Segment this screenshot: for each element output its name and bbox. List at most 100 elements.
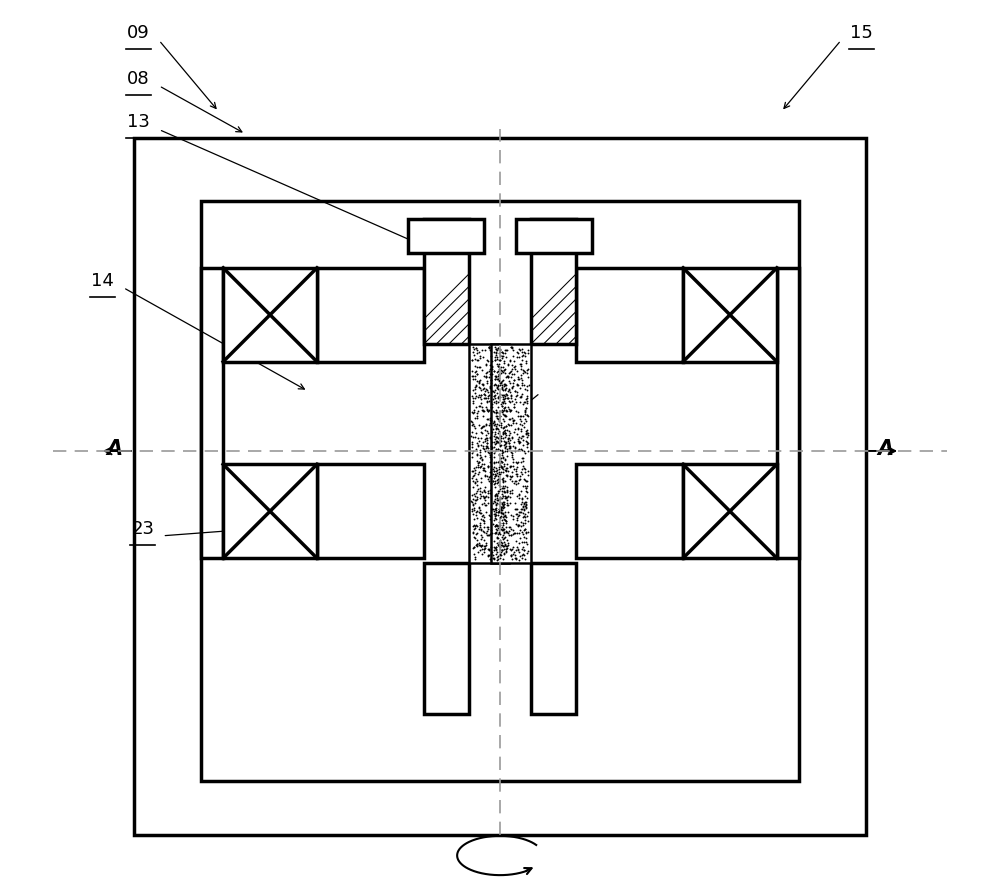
Point: [498, 380, 514, 395]
Point: [496, 497, 512, 512]
Point: [469, 473, 485, 488]
Point: [492, 387, 508, 401]
Point: [504, 430, 520, 445]
Point: [492, 451, 508, 465]
Point: [505, 459, 521, 473]
Point: [463, 494, 479, 508]
Point: [484, 440, 500, 455]
Point: [480, 354, 496, 368]
Point: [517, 506, 533, 521]
Point: [497, 473, 513, 488]
Point: [503, 547, 519, 562]
Point: [488, 341, 504, 355]
Point: [515, 539, 531, 554]
Point: [472, 460, 488, 474]
Point: [495, 474, 511, 488]
Point: [511, 545, 527, 559]
Point: [480, 445, 496, 459]
Point: [498, 515, 514, 530]
Point: [499, 498, 515, 513]
Point: [501, 431, 517, 446]
Point: [489, 380, 505, 395]
Point: [518, 497, 534, 512]
Point: [493, 438, 509, 452]
Point: [518, 535, 534, 549]
Point: [495, 538, 511, 553]
Point: [473, 396, 489, 411]
Point: [492, 510, 508, 524]
Point: [511, 488, 527, 503]
Point: [475, 403, 491, 417]
Point: [486, 455, 502, 470]
Point: [499, 442, 515, 456]
Point: [517, 381, 533, 396]
Point: [494, 481, 510, 496]
Point: [488, 342, 504, 356]
Point: [499, 490, 515, 505]
Point: [489, 488, 505, 503]
Point: [507, 362, 523, 376]
Bar: [531, 563, 576, 714]
Point: [480, 497, 496, 511]
Point: [481, 507, 497, 522]
Point: [494, 374, 510, 388]
Point: [513, 359, 529, 373]
Point: [472, 448, 488, 463]
Point: [494, 443, 510, 457]
Point: [494, 472, 510, 486]
Point: [489, 417, 505, 431]
Point: [507, 422, 523, 437]
Point: [491, 472, 507, 486]
Point: [477, 463, 493, 478]
Point: [477, 343, 493, 357]
Point: [485, 474, 501, 488]
Point: [506, 526, 522, 540]
Point: [495, 463, 511, 477]
Point: [487, 382, 503, 396]
Point: [466, 461, 482, 475]
Point: [489, 523, 505, 538]
Point: [503, 370, 519, 384]
Point: [471, 465, 487, 480]
Point: [486, 504, 502, 518]
Point: [495, 395, 511, 409]
Point: [489, 352, 505, 366]
Point: [515, 510, 531, 524]
Point: [502, 520, 518, 534]
Point: [477, 480, 493, 494]
Point: [494, 543, 510, 557]
Point: [488, 348, 504, 363]
Point: [488, 419, 504, 433]
Point: [487, 526, 503, 540]
Point: [514, 490, 530, 505]
Point: [509, 350, 525, 364]
Point: [469, 537, 485, 551]
Point: [487, 371, 503, 386]
Point: [478, 428, 494, 442]
Point: [471, 501, 487, 515]
Point: [491, 346, 507, 360]
Point: [514, 542, 530, 556]
Point: [489, 421, 505, 436]
Point: [519, 509, 535, 523]
Point: [519, 437, 535, 451]
Point: [485, 516, 501, 530]
Point: [494, 351, 510, 365]
Point: [488, 518, 504, 532]
Point: [476, 515, 492, 530]
Point: [489, 550, 505, 564]
Point: [504, 341, 520, 355]
Point: [494, 460, 510, 474]
Point: [481, 370, 497, 384]
Point: [505, 540, 521, 555]
Point: [471, 418, 487, 432]
Point: [514, 429, 530, 443]
Point: [465, 417, 481, 431]
Point: [474, 485, 490, 499]
Point: [464, 504, 480, 518]
Point: [495, 506, 511, 521]
Point: [489, 357, 505, 371]
Point: [472, 360, 488, 374]
Point: [480, 472, 496, 486]
Point: [501, 529, 517, 543]
